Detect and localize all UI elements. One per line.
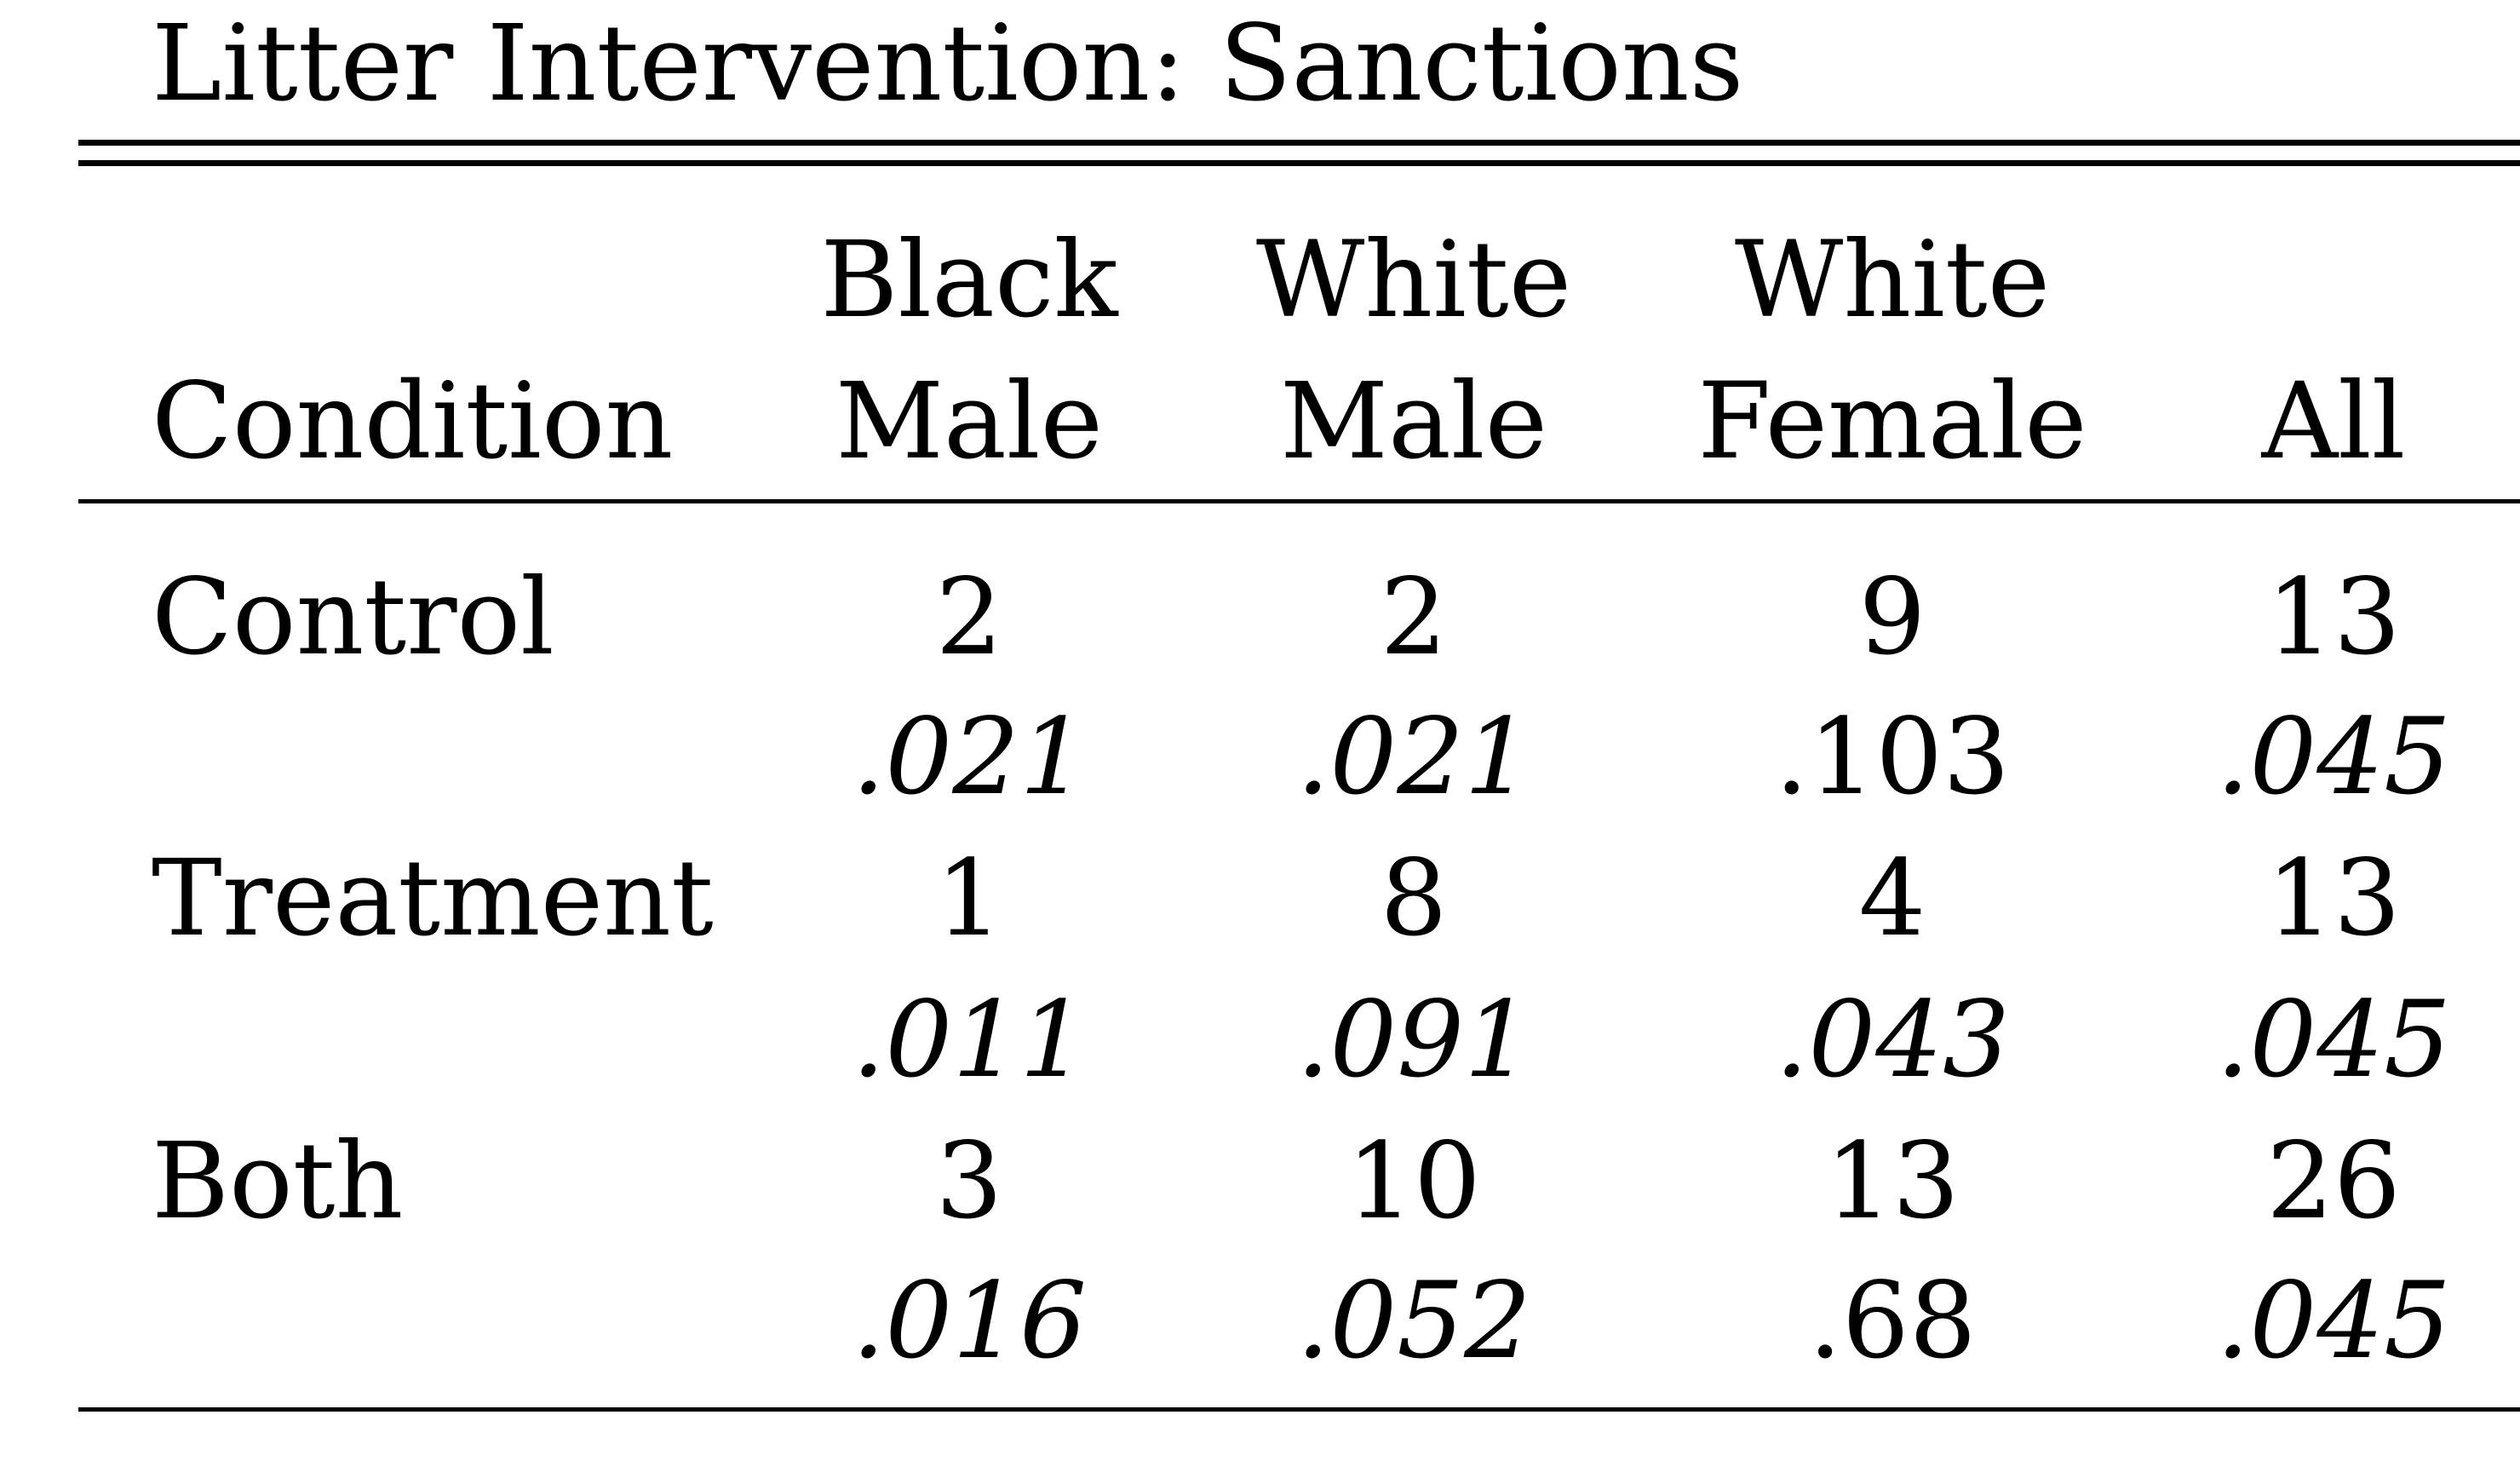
cell-rate: .021 (1295, 696, 1532, 819)
header-all: All (2261, 360, 2406, 483)
cell-count: 8 (1380, 837, 1448, 960)
cell-count: 13 (1825, 1120, 1960, 1243)
header-condition: Condition (152, 360, 674, 483)
cell-count: 2 (1380, 556, 1448, 679)
cell-rate: .045 (2215, 696, 2452, 819)
header-white-1: White (1255, 219, 1572, 342)
cell-count: 9 (1858, 556, 1926, 679)
row-label-control: Control (152, 556, 554, 679)
cell-count: 3 (935, 1120, 1003, 1243)
cell-rate: .021 (851, 696, 1088, 819)
top-double-rule-lower (78, 160, 2520, 166)
header-white-2: White (1734, 219, 2051, 342)
cell-rate: .043 (1774, 979, 2011, 1102)
cell-count: 1 (935, 837, 1003, 960)
cell-rate: .016 (851, 1260, 1088, 1383)
top-double-rule-upper (78, 140, 2520, 146)
cell-rate: .045 (2215, 979, 2452, 1102)
cell-rate: .68 (1808, 1260, 1977, 1383)
cell-count: 13 (2266, 837, 2401, 960)
header-male-2: Male (1280, 360, 1547, 483)
cell-count: 4 (1858, 837, 1926, 960)
cell-rate: .045 (2215, 1260, 2452, 1383)
header-female: Female (1697, 360, 2087, 483)
bottom-rule (78, 1407, 2520, 1412)
row-label-both: Both (152, 1120, 404, 1243)
cell-rate: .103 (1774, 696, 2011, 819)
row-label-treatment: Treatment (152, 837, 714, 960)
cell-count: 10 (1346, 1120, 1481, 1243)
cell-count: 2 (935, 556, 1003, 679)
table-caption: Litter Intervention: Sanctions (152, 3, 1744, 125)
cell-count: 26 (2266, 1120, 2401, 1243)
header-rule (78, 499, 2520, 503)
cell-rate: .011 (851, 979, 1088, 1102)
header-male-1: Male (835, 360, 1103, 483)
header-black: Black (820, 219, 1118, 342)
cell-rate: .052 (1295, 1260, 1532, 1383)
cell-rate: .091 (1295, 979, 1532, 1102)
cell-count: 13 (2266, 556, 2401, 679)
